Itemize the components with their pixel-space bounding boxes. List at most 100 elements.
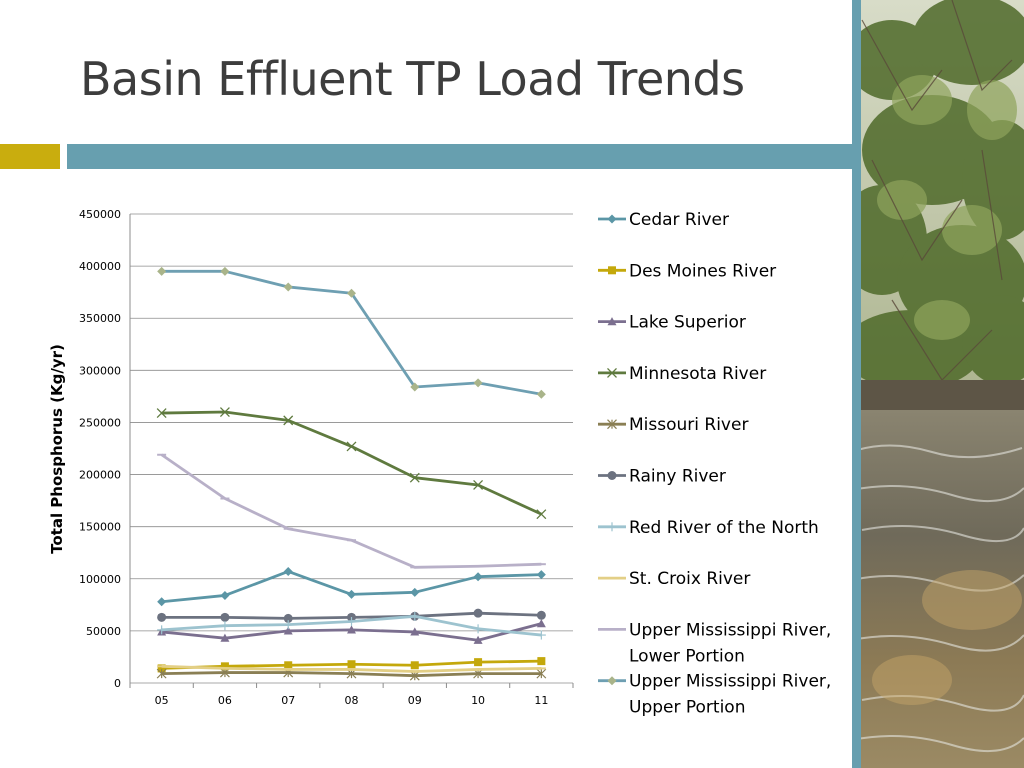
data-point	[156, 668, 167, 679]
accent-bar-gold	[0, 144, 60, 169]
series-6	[157, 611, 546, 640]
data-point	[283, 415, 294, 426]
legend-label: Rainy River	[629, 467, 726, 487]
data-point	[347, 617, 356, 627]
x-tick-label: 10	[471, 694, 485, 707]
data-point	[284, 661, 293, 670]
y-tick-labels: 0 50000 100000 150000 200000 250000 300000 3500…	[79, 208, 121, 690]
series-8	[157, 453, 546, 569]
legend-item: Rainy River	[598, 467, 726, 487]
data-point	[220, 621, 230, 631]
legend-label: Red River of the North	[629, 518, 819, 538]
accent-bar-teal	[67, 144, 860, 169]
data-point	[220, 612, 230, 622]
data-point	[536, 619, 546, 628]
data-point	[607, 522, 617, 532]
legend-label: St. Croix River	[629, 569, 750, 589]
data-point	[220, 266, 230, 276]
series-0	[157, 566, 546, 607]
data-point	[607, 367, 617, 378]
data-point	[157, 612, 167, 622]
slide-title: Basin Effluent TP Load Trends	[80, 52, 745, 106]
data-point	[157, 266, 167, 276]
series-line	[160, 453, 542, 569]
series-1	[157, 657, 546, 673]
river-landscape-photo	[852, 0, 1024, 768]
data-point	[607, 676, 617, 686]
data-point	[347, 660, 356, 669]
y-tick-label: 450000	[79, 208, 121, 221]
data-point	[536, 610, 546, 620]
data-point	[473, 635, 483, 644]
data-point	[536, 509, 547, 520]
x-tick-label: 06	[218, 694, 232, 707]
data-point	[537, 657, 546, 666]
legend-label: Upper Mississippi River, Lower Portion	[629, 620, 831, 666]
legend-label: Cedar River	[629, 210, 729, 230]
data-point	[473, 608, 483, 618]
data-point	[536, 570, 546, 580]
data-point	[220, 633, 230, 642]
x-tick-labels: 05 06 07 08 09 10 11	[155, 694, 549, 707]
x-tick-label: 07	[281, 694, 295, 707]
data-point	[347, 625, 356, 634]
legend-item: Minnesota River	[598, 364, 766, 384]
legend-item: St. Croix River	[598, 569, 750, 589]
x-tick-label: 05	[155, 694, 169, 707]
data-point	[410, 382, 420, 392]
data-point	[156, 408, 167, 419]
legend-item: Upper Mississippi River, Lower Portion	[598, 620, 831, 666]
y-tick-label: 100000	[79, 573, 121, 586]
chart-series	[156, 266, 547, 681]
data-point	[283, 626, 293, 635]
legend-label: Upper Mississippi River, Upper Portion	[629, 672, 831, 718]
data-point	[536, 630, 546, 640]
data-point	[473, 572, 483, 582]
data-point	[608, 266, 616, 275]
chart-legend: Cedar River Des Moines River Lake Superior…	[598, 210, 831, 718]
legend-item: Red River of the North	[598, 518, 819, 538]
y-tick-label: 200000	[79, 469, 121, 482]
data-point	[283, 282, 293, 292]
legend-label: Missouri River	[629, 415, 748, 435]
data-point	[219, 407, 230, 417]
y-tick-label: 300000	[79, 364, 121, 377]
data-point	[473, 480, 484, 490]
data-point	[410, 627, 420, 636]
data-point	[157, 597, 167, 607]
data-point	[536, 668, 547, 679]
series-3	[156, 407, 547, 520]
y-tick-label: 400000	[79, 260, 121, 273]
data-point	[410, 661, 419, 670]
legend-label: Minnesota River	[629, 364, 766, 384]
y-tick-label: 50000	[86, 625, 121, 638]
y-tick-label: 350000	[79, 312, 121, 325]
data-point	[536, 389, 546, 399]
y-tick-label: 150000	[79, 521, 121, 534]
data-point	[607, 419, 617, 430]
data-point	[473, 624, 483, 634]
data-point	[283, 620, 293, 630]
chart-grid	[129, 213, 574, 688]
legend-item: Cedar River	[598, 210, 729, 230]
legend-label: Lake Superior	[629, 313, 746, 333]
y-tick-label: 0	[114, 677, 121, 690]
x-tick-label: 09	[408, 694, 422, 707]
data-point	[410, 611, 420, 621]
series-line	[161, 410, 542, 516]
photo-border	[852, 0, 861, 768]
legend-item: Des Moines River	[598, 261, 776, 281]
data-point	[607, 317, 617, 326]
data-point	[473, 378, 483, 388]
series-7	[157, 664, 546, 673]
data-point	[346, 441, 357, 452]
data-point	[347, 288, 356, 298]
data-point	[283, 613, 293, 623]
data-point	[157, 664, 166, 673]
legend-label: Des Moines River	[629, 261, 776, 281]
legend-item: Upper Mississippi River, Upper Portion	[598, 672, 831, 718]
data-point	[220, 662, 229, 671]
data-point	[347, 589, 356, 599]
data-point	[607, 214, 617, 224]
data-point	[409, 472, 420, 483]
